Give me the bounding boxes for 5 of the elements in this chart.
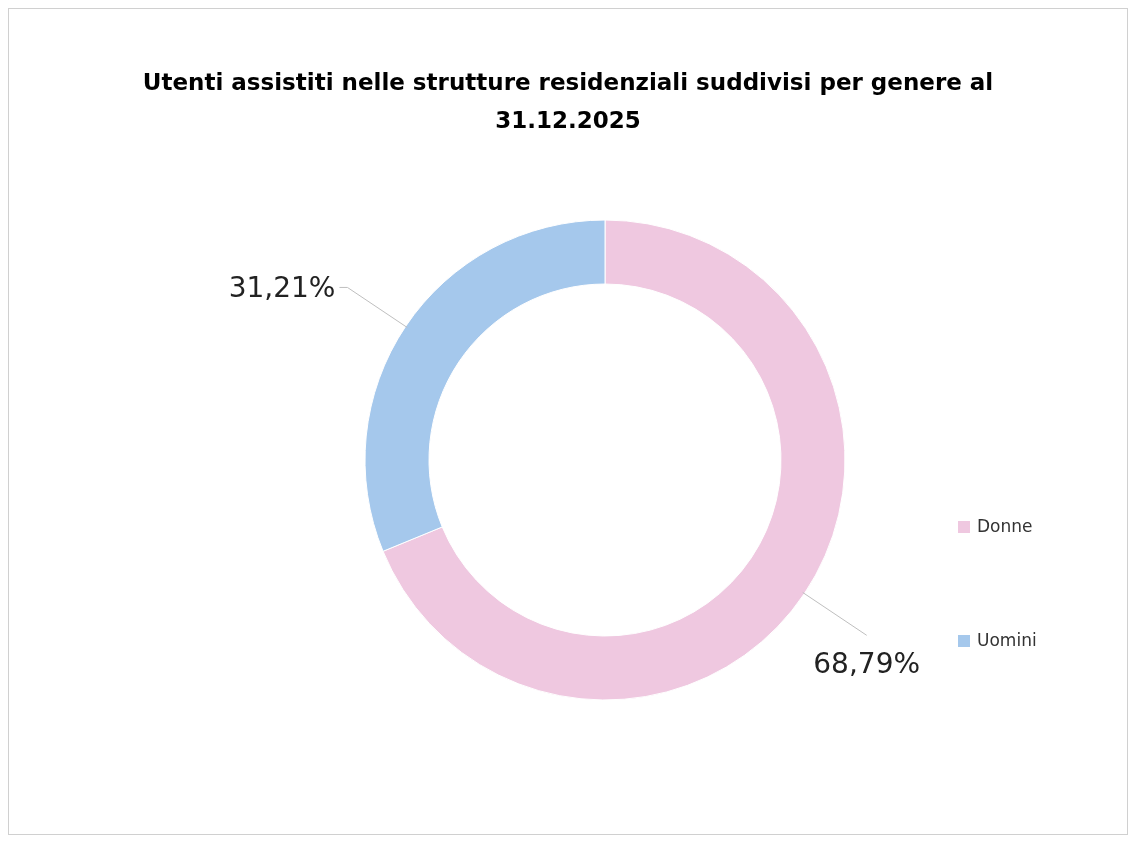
chart-title: Utenti assistiti nelle strutture residenziali suddivisi per genere al 31.12.2025: [142, 69, 994, 133]
legend-label: Uomini: [977, 630, 1037, 650]
legend-label: Donne: [977, 516, 1033, 536]
data-label: 68,79%: [813, 647, 921, 681]
data-label: 31,21%: [228, 271, 336, 305]
